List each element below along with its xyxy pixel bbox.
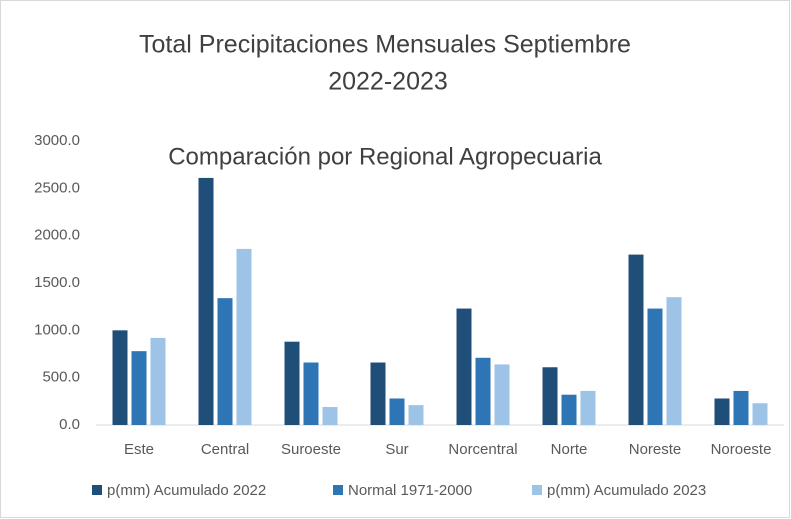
bar	[198, 177, 214, 425]
bar	[733, 390, 749, 425]
bar	[322, 407, 338, 425]
x-tick-label: Norcentral	[448, 441, 517, 458]
chart-title: 2022-2023	[328, 68, 448, 96]
bar	[370, 362, 386, 425]
x-tick-label: Este	[124, 441, 154, 458]
y-tick-label: 2000.0	[34, 227, 80, 244]
legend-swatch	[92, 485, 102, 495]
bar	[561, 394, 577, 425]
x-tick-label: Noreste	[629, 441, 682, 458]
x-tick-label: Suroeste	[281, 441, 341, 458]
legend-label: p(mm) Acumulado 2022	[107, 482, 266, 499]
bar	[217, 298, 233, 425]
bar	[408, 405, 424, 425]
bar	[647, 308, 663, 425]
bar	[628, 254, 644, 425]
bar	[150, 337, 166, 425]
bar	[236, 248, 252, 425]
bar	[714, 398, 730, 425]
bar	[475, 357, 491, 425]
bar	[666, 297, 682, 425]
y-tick-label: 500.0	[42, 369, 80, 386]
x-tick-label: Norte	[551, 441, 588, 458]
x-tick-label: Sur	[385, 441, 408, 458]
chart-title: Total Precipitaciones Mensuales Septiemb…	[139, 31, 631, 59]
bar	[303, 362, 319, 425]
y-tick-label: 1000.0	[34, 321, 80, 338]
chart-subtitle: Comparación por Regional Agropecuaria	[168, 143, 602, 170]
bar	[580, 390, 596, 425]
y-tick-label: 0.0	[59, 416, 80, 433]
legend-swatch	[532, 485, 542, 495]
y-tick-label: 1500.0	[34, 274, 80, 291]
legend-label: Normal 1971-2000	[348, 482, 472, 499]
bar	[752, 403, 768, 425]
bar	[542, 367, 558, 425]
bar	[284, 341, 300, 425]
legend-swatch	[333, 485, 343, 495]
y-tick-label: 2500.0	[34, 179, 80, 196]
x-tick-label: Central	[201, 441, 249, 458]
y-tick-label: 3000.0	[34, 132, 80, 149]
bar	[494, 364, 510, 425]
x-tick-label: Noroeste	[711, 441, 772, 458]
bar	[131, 351, 147, 425]
bar	[112, 330, 128, 425]
bar	[389, 398, 405, 425]
bar	[456, 308, 472, 425]
legend-label: p(mm) Acumulado 2023	[547, 482, 706, 499]
